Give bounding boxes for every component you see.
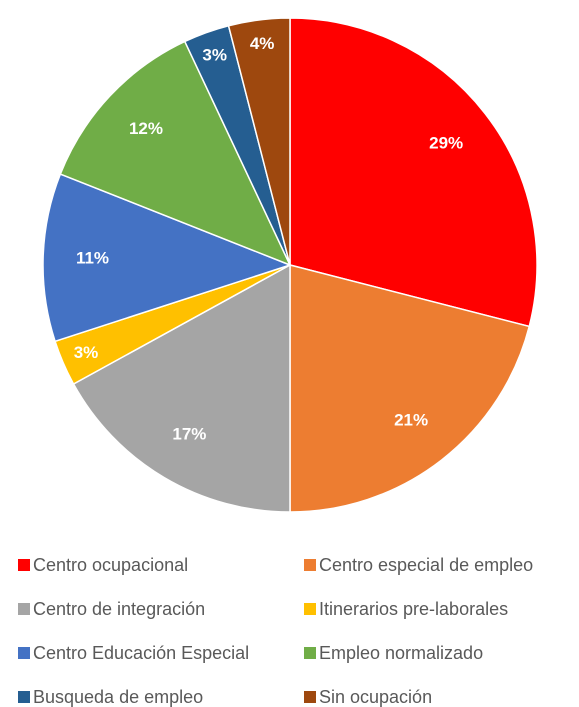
pie-slice — [72, 263, 291, 513]
pie-slice — [289, 17, 538, 328]
legend-swatch — [18, 647, 30, 659]
pie-slice — [289, 264, 531, 513]
pie-slice — [59, 40, 292, 267]
legend-swatch — [18, 691, 30, 703]
legend-swatch — [304, 691, 316, 703]
pie-slice — [227, 17, 291, 266]
data-label: 4% — [250, 34, 275, 53]
legend-swatch — [304, 603, 316, 615]
data-label: 17% — [172, 425, 206, 444]
legend-label: Centro Educación Especial — [33, 643, 249, 663]
legend-label: Itinerarios pre-laborales — [319, 599, 508, 619]
legend-label: Centro ocupacional — [33, 555, 188, 575]
legend-swatch — [304, 559, 316, 571]
legend-swatch — [304, 647, 316, 659]
legend-label: Centro de integración — [33, 599, 205, 619]
data-label: 21% — [394, 411, 428, 430]
data-label: 3% — [74, 343, 99, 362]
legend-label: Busqueda de empleo — [33, 687, 203, 707]
data-label: 3% — [202, 45, 227, 64]
legend-label: Centro especial de empleo — [319, 555, 533, 575]
data-label: 11% — [76, 248, 109, 267]
legend-label: Sin ocupación — [319, 687, 432, 707]
data-label: 29% — [429, 133, 463, 152]
legend-label: Empleo normalizado — [319, 643, 483, 663]
legend-swatch — [18, 603, 30, 615]
legend-swatch — [18, 559, 30, 571]
data-label: 12% — [129, 119, 163, 138]
pie-slice — [42, 173, 293, 343]
